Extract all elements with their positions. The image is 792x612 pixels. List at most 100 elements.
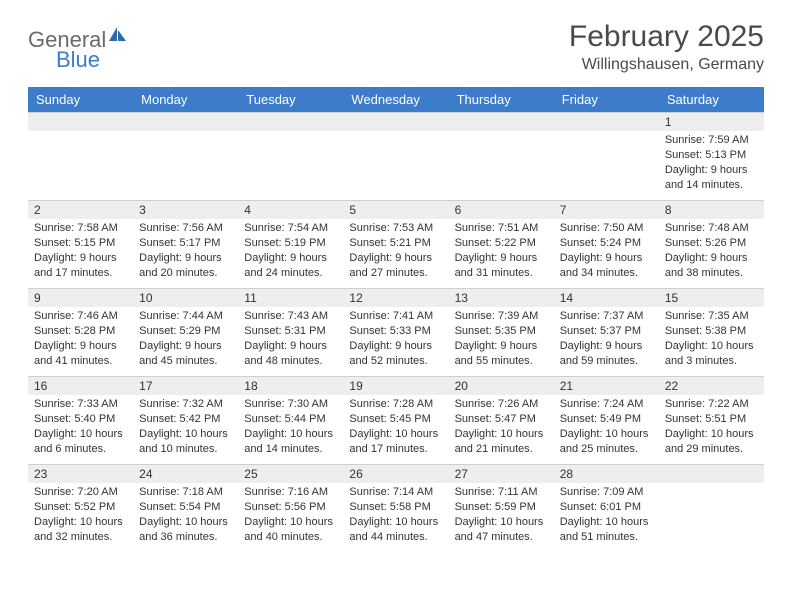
day-number: 27 xyxy=(449,465,554,483)
calendar-day-cell: 20Sunrise: 7:26 AMSunset: 5:47 PMDayligh… xyxy=(449,377,554,465)
calendar-day-cell: 5Sunrise: 7:53 AMSunset: 5:21 PMDaylight… xyxy=(343,201,448,289)
calendar-day-cell: 18Sunrise: 7:30 AMSunset: 5:44 PMDayligh… xyxy=(238,377,343,465)
day-number: 20 xyxy=(449,377,554,395)
calendar-week-row: 1Sunrise: 7:59 AMSunset: 5:13 PMDaylight… xyxy=(28,113,764,201)
day-number: 25 xyxy=(238,465,343,483)
day-content: Sunrise: 7:44 AMSunset: 5:29 PMDaylight:… xyxy=(133,307,238,372)
calendar-day-cell: 16Sunrise: 7:33 AMSunset: 5:40 PMDayligh… xyxy=(28,377,133,465)
day-number: 16 xyxy=(28,377,133,395)
day-number: 11 xyxy=(238,289,343,307)
calendar-day-cell: 17Sunrise: 7:32 AMSunset: 5:42 PMDayligh… xyxy=(133,377,238,465)
day-content xyxy=(238,131,343,191)
calendar-day-cell: 6Sunrise: 7:51 AMSunset: 5:22 PMDaylight… xyxy=(449,201,554,289)
day-content xyxy=(133,131,238,191)
day-number xyxy=(238,113,343,131)
day-content: Sunrise: 7:59 AMSunset: 5:13 PMDaylight:… xyxy=(659,131,764,196)
day-number: 28 xyxy=(554,465,659,483)
day-content: Sunrise: 7:11 AMSunset: 5:59 PMDaylight:… xyxy=(449,483,554,548)
day-number: 7 xyxy=(554,201,659,219)
day-content: Sunrise: 7:54 AMSunset: 5:19 PMDaylight:… xyxy=(238,219,343,284)
calendar-week-row: 23Sunrise: 7:20 AMSunset: 5:52 PMDayligh… xyxy=(28,465,764,553)
calendar-day-cell: 3Sunrise: 7:56 AMSunset: 5:17 PMDaylight… xyxy=(133,201,238,289)
day-content: Sunrise: 7:41 AMSunset: 5:33 PMDaylight:… xyxy=(343,307,448,372)
day-content: Sunrise: 7:28 AMSunset: 5:45 PMDaylight:… xyxy=(343,395,448,460)
weekday-header: Thursday xyxy=(449,87,554,113)
day-content: Sunrise: 7:39 AMSunset: 5:35 PMDaylight:… xyxy=(449,307,554,372)
day-content: Sunrise: 7:58 AMSunset: 5:15 PMDaylight:… xyxy=(28,219,133,284)
month-title: February 2025 xyxy=(569,20,764,54)
day-content: Sunrise: 7:43 AMSunset: 5:31 PMDaylight:… xyxy=(238,307,343,372)
calendar-table: SundayMondayTuesdayWednesdayThursdayFrid… xyxy=(28,87,764,553)
day-content: Sunrise: 7:32 AMSunset: 5:42 PMDaylight:… xyxy=(133,395,238,460)
calendar-empty-cell xyxy=(659,465,764,553)
day-content: Sunrise: 7:46 AMSunset: 5:28 PMDaylight:… xyxy=(28,307,133,372)
day-content: Sunrise: 7:37 AMSunset: 5:37 PMDaylight:… xyxy=(554,307,659,372)
calendar-day-cell: 26Sunrise: 7:14 AMSunset: 5:58 PMDayligh… xyxy=(343,465,448,553)
day-content: Sunrise: 7:56 AMSunset: 5:17 PMDaylight:… xyxy=(133,219,238,284)
location-text: Willingshausen, Germany xyxy=(569,56,764,74)
day-number: 4 xyxy=(238,201,343,219)
day-content: Sunrise: 7:35 AMSunset: 5:38 PMDaylight:… xyxy=(659,307,764,372)
day-number: 10 xyxy=(133,289,238,307)
calendar-day-cell: 10Sunrise: 7:44 AMSunset: 5:29 PMDayligh… xyxy=(133,289,238,377)
title-block: February 2025 Willingshausen, Germany xyxy=(569,20,764,74)
calendar-day-cell: 27Sunrise: 7:11 AMSunset: 5:59 PMDayligh… xyxy=(449,465,554,553)
day-number xyxy=(554,113,659,131)
day-content: Sunrise: 7:50 AMSunset: 5:24 PMDaylight:… xyxy=(554,219,659,284)
logo: GeneralBlue xyxy=(28,20,128,79)
calendar-week-row: 9Sunrise: 7:46 AMSunset: 5:28 PMDaylight… xyxy=(28,289,764,377)
weekday-header: Saturday xyxy=(659,87,764,113)
calendar-day-cell: 9Sunrise: 7:46 AMSunset: 5:28 PMDaylight… xyxy=(28,289,133,377)
day-content: Sunrise: 7:30 AMSunset: 5:44 PMDaylight:… xyxy=(238,395,343,460)
page-header: GeneralBlue February 2025 Willingshausen… xyxy=(28,20,764,79)
calendar-empty-cell xyxy=(554,113,659,201)
day-number: 8 xyxy=(659,201,764,219)
day-content xyxy=(449,131,554,191)
day-number: 19 xyxy=(343,377,448,395)
logo-text-blue: Blue xyxy=(28,47,100,72)
day-content: Sunrise: 7:48 AMSunset: 5:26 PMDaylight:… xyxy=(659,219,764,284)
day-content: Sunrise: 7:24 AMSunset: 5:49 PMDaylight:… xyxy=(554,395,659,460)
calendar-day-cell: 19Sunrise: 7:28 AMSunset: 5:45 PMDayligh… xyxy=(343,377,448,465)
calendar-week-row: 2Sunrise: 7:58 AMSunset: 5:15 PMDaylight… xyxy=(28,201,764,289)
calendar-day-cell: 21Sunrise: 7:24 AMSunset: 5:49 PMDayligh… xyxy=(554,377,659,465)
day-number: 23 xyxy=(28,465,133,483)
day-number: 14 xyxy=(554,289,659,307)
calendar-page: GeneralBlue February 2025 Willingshausen… xyxy=(0,0,792,573)
day-number: 26 xyxy=(343,465,448,483)
calendar-empty-cell xyxy=(449,113,554,201)
day-content xyxy=(554,131,659,191)
day-number: 9 xyxy=(28,289,133,307)
weekday-header: Tuesday xyxy=(238,87,343,113)
day-content: Sunrise: 7:22 AMSunset: 5:51 PMDaylight:… xyxy=(659,395,764,460)
day-number: 6 xyxy=(449,201,554,219)
calendar-day-cell: 12Sunrise: 7:41 AMSunset: 5:33 PMDayligh… xyxy=(343,289,448,377)
day-number xyxy=(659,465,764,483)
day-content: Sunrise: 7:09 AMSunset: 6:01 PMDaylight:… xyxy=(554,483,659,548)
calendar-day-cell: 1Sunrise: 7:59 AMSunset: 5:13 PMDaylight… xyxy=(659,113,764,201)
calendar-day-cell: 23Sunrise: 7:20 AMSunset: 5:52 PMDayligh… xyxy=(28,465,133,553)
day-number: 18 xyxy=(238,377,343,395)
calendar-day-cell: 4Sunrise: 7:54 AMSunset: 5:19 PMDaylight… xyxy=(238,201,343,289)
calendar-empty-cell xyxy=(343,113,448,201)
calendar-week-row: 16Sunrise: 7:33 AMSunset: 5:40 PMDayligh… xyxy=(28,377,764,465)
calendar-day-cell: 28Sunrise: 7:09 AMSunset: 6:01 PMDayligh… xyxy=(554,465,659,553)
weekday-header: Wednesday xyxy=(343,87,448,113)
day-number: 2 xyxy=(28,201,133,219)
calendar-day-cell: 14Sunrise: 7:37 AMSunset: 5:37 PMDayligh… xyxy=(554,289,659,377)
day-content: Sunrise: 7:14 AMSunset: 5:58 PMDaylight:… xyxy=(343,483,448,548)
weekday-row: SundayMondayTuesdayWednesdayThursdayFrid… xyxy=(28,87,764,113)
day-number: 3 xyxy=(133,201,238,219)
day-content xyxy=(343,131,448,191)
day-content: Sunrise: 7:26 AMSunset: 5:47 PMDaylight:… xyxy=(449,395,554,460)
calendar-empty-cell xyxy=(28,113,133,201)
weekday-header: Monday xyxy=(133,87,238,113)
calendar-head: SundayMondayTuesdayWednesdayThursdayFrid… xyxy=(28,87,764,113)
calendar-day-cell: 7Sunrise: 7:50 AMSunset: 5:24 PMDaylight… xyxy=(554,201,659,289)
day-content xyxy=(659,483,764,543)
day-number: 12 xyxy=(343,289,448,307)
day-number: 13 xyxy=(449,289,554,307)
weekday-header: Friday xyxy=(554,87,659,113)
day-content: Sunrise: 7:53 AMSunset: 5:21 PMDaylight:… xyxy=(343,219,448,284)
day-content: Sunrise: 7:33 AMSunset: 5:40 PMDaylight:… xyxy=(28,395,133,460)
